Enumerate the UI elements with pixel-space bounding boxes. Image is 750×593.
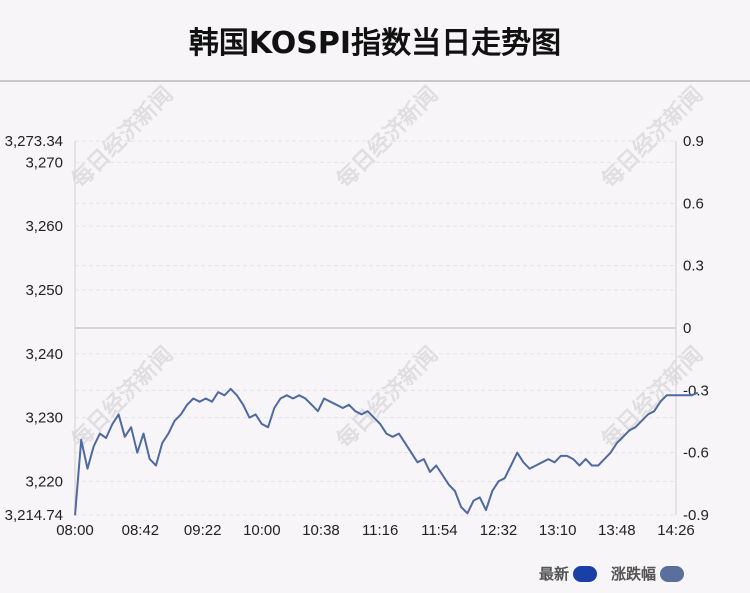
x-tick-label: 11:16 <box>362 522 398 539</box>
x-tick-label: 08:00 <box>56 522 94 539</box>
y-left-tick-label: 3,270 <box>25 154 63 171</box>
legend: 最新 涨跌幅 <box>539 563 684 584</box>
x-tick-label: 14:26 <box>657 522 695 539</box>
y-left-tick-label: 3,250 <box>25 282 63 299</box>
y-left-min-label: 3,214.74 <box>5 507 63 524</box>
x-tick-label: 13:10 <box>539 522 577 539</box>
legend-latest-swatch <box>572 565 597 582</box>
y-left-tick-label: 3,260 <box>25 218 63 235</box>
legend-item-latest[interactable]: 最新 <box>539 563 597 584</box>
chart-title: 韩国KOSPI指数当日走势图 <box>188 26 562 61</box>
y-left-tick-label: 3,230 <box>25 410 63 427</box>
x-tick-label: 08:42 <box>122 522 160 539</box>
legend-change-label: 涨跌幅 <box>610 565 656 583</box>
x-tick-label: 09:22 <box>184 522 222 539</box>
y-right-tick-label: 0.6 <box>683 195 704 212</box>
y-right-tick-label: 0 <box>683 320 691 337</box>
y-right-tick-label: -0.9 <box>683 507 709 524</box>
x-tick-label: 13:48 <box>598 522 636 539</box>
series-line <box>74 387 699 516</box>
y-left-tick-label: 3,240 <box>25 346 63 363</box>
y-right-tick-label: 0.9 <box>683 133 704 150</box>
y-right-tick-label: -0.3 <box>683 382 709 399</box>
y-right-tick-label: 0.3 <box>683 258 704 275</box>
x-tick-label: 10:38 <box>302 522 340 539</box>
title-divider <box>0 80 750 82</box>
legend-change-swatch <box>660 565 684 582</box>
legend-item-change[interactable]: 涨跌幅 <box>611 563 684 584</box>
x-tick-label: 12:32 <box>480 522 518 539</box>
y-left-tick-label: 3,220 <box>25 473 63 490</box>
legend-latest-label: 最新 <box>538 565 569 583</box>
y-left-max-label: 3,273.34 <box>5 133 63 150</box>
x-tick-label: 11:54 <box>421 522 457 539</box>
x-tick-label: 10:00 <box>243 522 281 539</box>
y-right-tick-label: -0.6 <box>683 445 709 462</box>
